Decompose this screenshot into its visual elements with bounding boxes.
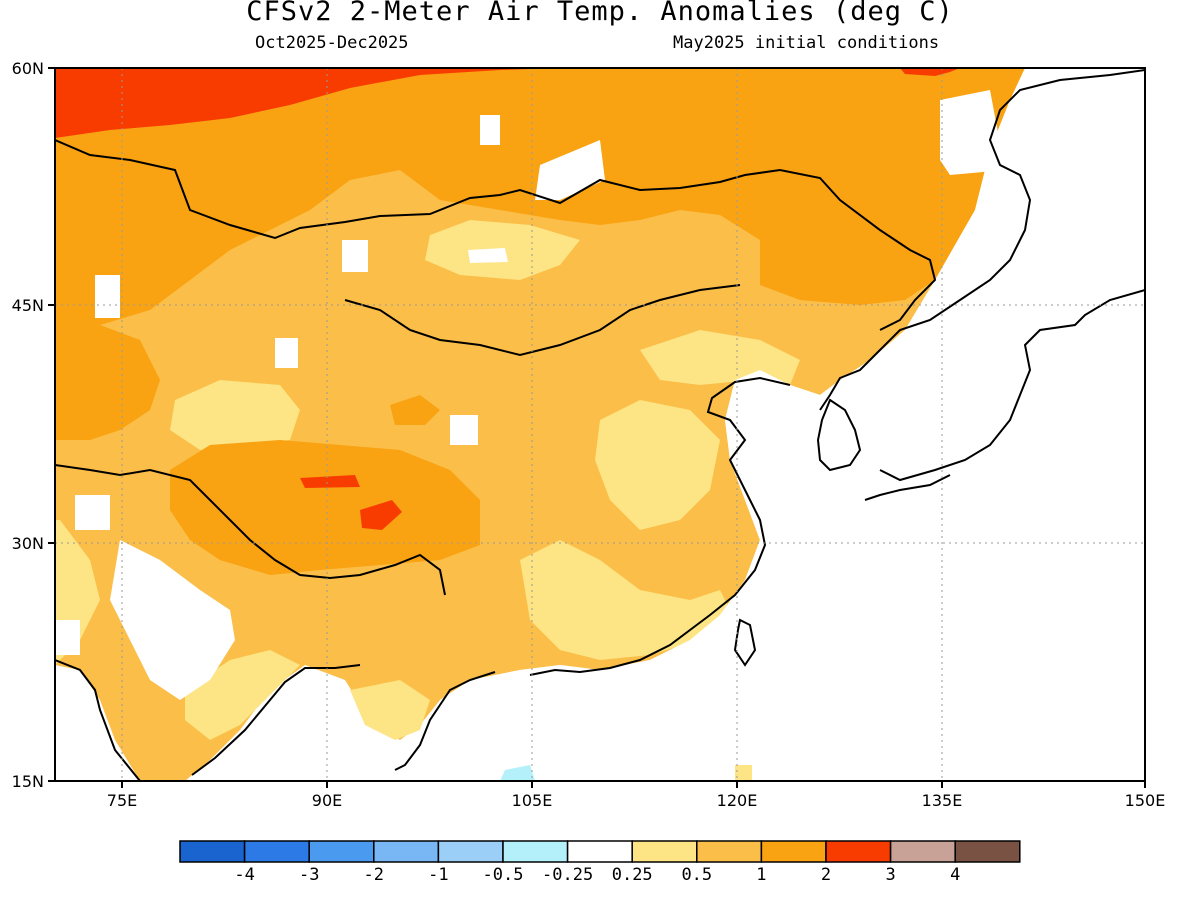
- colorbar-label: -0.5: [483, 865, 524, 885]
- ocean-area: [430, 68, 1145, 781]
- lon-label-105: 105E: [512, 791, 553, 810]
- colorbar-label: -0.25: [542, 865, 593, 885]
- forecast-period: Oct2025-Dec2025: [255, 33, 409, 53]
- anomaly-region-red-tibet-1: [300, 475, 360, 488]
- anomaly-region-red-ne: [900, 68, 960, 76]
- colorbar-label: -2: [364, 865, 384, 885]
- colorbar-label: 0.5: [681, 865, 712, 885]
- colorbar-label: 3: [885, 865, 895, 885]
- anomaly-region-white-1: [55, 90, 1005, 700]
- anomaly-region-cyan-1: [500, 765, 535, 781]
- map-title: CFSv2 2-Meter Air Temp. Anomalies (deg C…: [246, 0, 954, 27]
- lat-label-30: 30N: [12, 534, 44, 553]
- lon-label-150: 150E: [1125, 791, 1166, 810]
- colorbar-swatch: [631, 840, 698, 863]
- anomaly-region-pale-4: [595, 400, 720, 530]
- colorbar-swatch: [696, 840, 763, 863]
- lon-label-135: 135E: [922, 791, 963, 810]
- coastlines: [55, 69, 1145, 781]
- anomaly-region-orange-small: [390, 395, 440, 425]
- colorbar-swatch: [243, 840, 310, 863]
- lat-label-45: 45N: [12, 296, 44, 315]
- anomaly-region-pale-2: [170, 380, 300, 450]
- lon-label-120: 120E: [717, 791, 758, 810]
- colorbar-swatch: [308, 840, 375, 863]
- colorbar-swatch: [566, 840, 633, 863]
- initial-conditions: May2025 initial conditions: [673, 33, 940, 53]
- colorbar-swatch: [954, 840, 1021, 863]
- gridlines: [55, 68, 1145, 781]
- anomaly-region-red-tibet-2: [360, 500, 402, 530]
- colorbar-swatch: [179, 840, 246, 863]
- lon-label-75: 75E: [107, 791, 137, 810]
- colorbar-label: -4: [234, 865, 254, 885]
- colorbar-label: 2: [821, 865, 831, 885]
- lon-label-90: 90E: [312, 791, 342, 810]
- colorbar-label: -1: [428, 865, 448, 885]
- colorbar-swatch: [502, 840, 569, 863]
- map-frame: [54, 67, 1146, 782]
- anomaly-region-pale-5: [520, 540, 730, 660]
- anomaly-region-orange-tibet: [170, 440, 480, 575]
- colorbar-swatch: [889, 840, 956, 863]
- anomaly-region-red-north: [55, 68, 560, 138]
- anomaly-region-pale-taiwan: [735, 765, 752, 781]
- colorbar-swatch: [437, 840, 504, 863]
- colorbar-label: 1: [756, 865, 766, 885]
- lat-label-15: 15N: [12, 772, 44, 791]
- anomaly-region-orange-west: [55, 325, 160, 440]
- colorbar-swatch: [825, 840, 892, 863]
- colorbar-label: 0.25: [612, 865, 653, 885]
- colorbar-swatch: [760, 840, 827, 863]
- anomaly-region-pale-7: [350, 680, 430, 740]
- colorbar-swatch: [373, 840, 440, 863]
- colorbar-label: 4: [950, 865, 960, 885]
- colorbar-label: -3: [299, 865, 319, 885]
- tick-marks: [48, 67, 1146, 788]
- lat-label-60: 60N: [12, 59, 44, 78]
